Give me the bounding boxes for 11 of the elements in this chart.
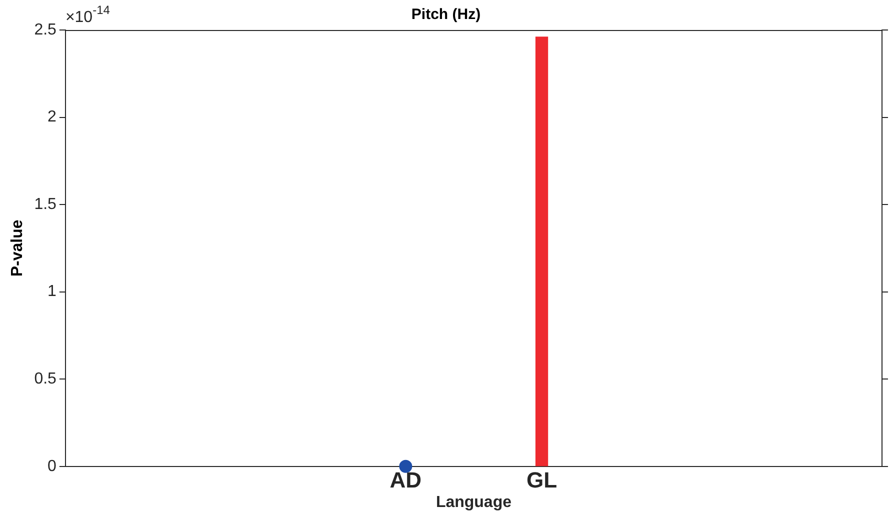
y-axis-title: P-value <box>9 220 26 277</box>
x-axis-title: Language <box>436 494 512 511</box>
x-tick-label: GL <box>526 468 558 493</box>
y-tick-label: 0.5 <box>34 370 57 388</box>
chart-title: Pitch (Hz) <box>411 6 481 24</box>
x-tick-label: AD <box>390 468 422 493</box>
y-tick-label: 2 <box>48 108 57 126</box>
y-tick-label: 1 <box>48 283 57 300</box>
y-tick-label: 1.5 <box>34 196 57 213</box>
y-tick-label: 2.5 <box>34 21 57 38</box>
y-tick-label: 0 <box>48 458 57 475</box>
